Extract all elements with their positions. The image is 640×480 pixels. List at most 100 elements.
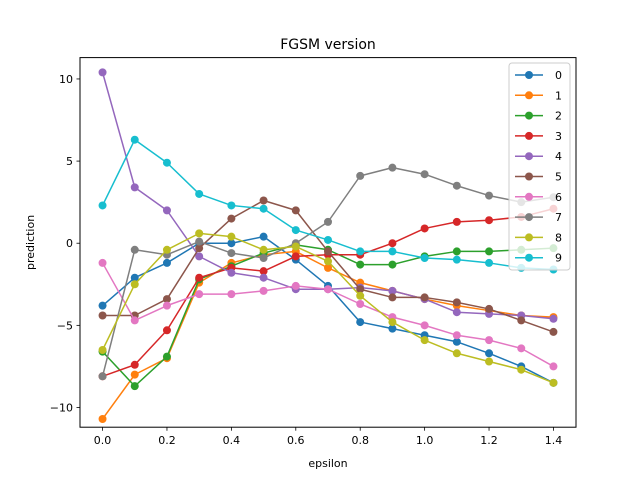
legend-item-6: 6 xyxy=(515,191,562,204)
data-point xyxy=(324,217,332,226)
data-point xyxy=(227,239,236,248)
data-point xyxy=(259,273,268,282)
data-point xyxy=(356,318,365,327)
data-point xyxy=(98,301,107,310)
chart-title: FGSM version xyxy=(280,37,376,53)
data-point xyxy=(227,232,236,241)
data-point xyxy=(324,257,332,266)
data-point xyxy=(162,258,171,267)
data-point xyxy=(130,370,139,379)
data-point xyxy=(356,285,365,294)
legend-swatch-marker xyxy=(525,111,533,120)
data-point xyxy=(162,326,171,335)
data-point xyxy=(485,258,494,267)
series-5 xyxy=(98,196,558,336)
data-point xyxy=(98,68,107,77)
legend-label: 8 xyxy=(555,231,562,244)
data-point xyxy=(291,252,300,261)
data-point xyxy=(388,324,397,333)
data-point xyxy=(195,244,204,253)
legend-swatch-marker xyxy=(525,71,533,79)
data-point xyxy=(452,181,461,190)
data-point xyxy=(356,171,365,180)
series-8 xyxy=(98,229,558,387)
data-point xyxy=(485,247,494,256)
data-point xyxy=(452,308,461,317)
legend-item-2: 2 xyxy=(515,110,562,123)
data-point xyxy=(130,183,139,192)
y-tick-label: 10 xyxy=(59,73,73,86)
plot-layer xyxy=(98,68,558,423)
legend-label: 2 xyxy=(555,110,562,123)
data-point xyxy=(291,281,300,290)
data-point xyxy=(195,229,204,238)
data-point xyxy=(259,232,268,241)
legend-item-1: 1 xyxy=(515,89,562,102)
data-point xyxy=(130,245,139,254)
x-tick-label: 1.0 xyxy=(416,434,434,447)
data-point xyxy=(356,247,365,256)
legend-label: 3 xyxy=(555,130,562,143)
series-6 xyxy=(98,258,558,371)
data-point xyxy=(549,327,558,336)
data-point xyxy=(388,163,397,172)
ticks-layer: 0.0 0.2 0.4 0.6 0.8 1.0 1.2 1.4 −10 −5 0 5 10 xyxy=(50,73,562,447)
x-tick-label: 0.0 xyxy=(94,434,112,447)
data-point xyxy=(388,286,397,295)
data-point xyxy=(452,298,461,307)
data-point xyxy=(324,235,332,244)
data-point xyxy=(227,268,236,277)
x-tick-label: 0.2 xyxy=(158,434,176,447)
data-point xyxy=(517,365,526,374)
data-point xyxy=(162,301,171,310)
data-point xyxy=(259,204,268,213)
y-tick-label: 5 xyxy=(66,155,73,168)
data-point xyxy=(227,214,236,223)
data-point xyxy=(388,247,397,256)
legend-swatch-marker xyxy=(525,152,533,161)
x-axis-label: epsilon xyxy=(308,457,347,470)
data-point xyxy=(162,158,171,167)
data-point xyxy=(388,318,397,327)
data-point xyxy=(485,304,494,313)
data-point xyxy=(452,331,461,340)
x-tick-label: 0.4 xyxy=(223,434,241,447)
data-point xyxy=(452,349,461,358)
data-point xyxy=(485,349,494,358)
data-point xyxy=(485,191,494,200)
data-point xyxy=(130,135,139,144)
data-point xyxy=(98,311,107,320)
data-point xyxy=(130,273,139,282)
legend-label: 7 xyxy=(555,211,562,224)
data-point xyxy=(420,254,429,263)
data-point xyxy=(420,293,429,302)
legend-item-0: 0 xyxy=(515,69,562,82)
data-point xyxy=(324,263,332,272)
data-point xyxy=(388,260,397,269)
data-point xyxy=(324,247,332,256)
legend-swatch-marker xyxy=(525,213,533,222)
data-point xyxy=(420,321,429,330)
legend-label: 0 xyxy=(555,69,562,82)
data-point xyxy=(452,255,461,264)
data-point xyxy=(388,293,397,302)
legend-swatch-marker xyxy=(525,253,533,262)
legend-label: 6 xyxy=(555,191,562,204)
data-point xyxy=(517,316,526,325)
legend-item-7: 7 xyxy=(515,211,562,224)
legend-swatch-marker xyxy=(525,233,533,242)
data-point xyxy=(324,285,332,294)
data-point xyxy=(259,254,268,263)
legend-label: 5 xyxy=(555,171,562,184)
legend-swatch-marker xyxy=(525,131,533,140)
data-point xyxy=(485,357,494,366)
legend-box xyxy=(508,62,571,271)
legend-swatch-marker xyxy=(525,192,533,201)
y-tick-label: −5 xyxy=(57,319,73,332)
data-point xyxy=(227,249,236,258)
legend-item-9: 9 xyxy=(515,252,562,265)
data-point xyxy=(227,290,236,299)
data-point xyxy=(549,378,558,387)
data-point xyxy=(98,258,107,267)
